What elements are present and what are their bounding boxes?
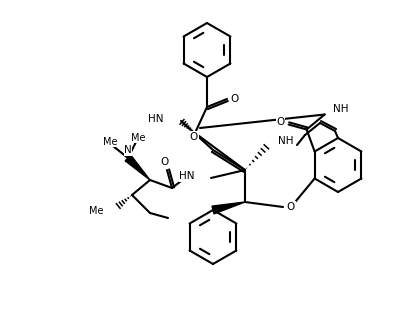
Text: HN: HN xyxy=(179,171,195,181)
Text: NH: NH xyxy=(332,105,347,114)
Polygon shape xyxy=(125,155,150,180)
Text: HN: HN xyxy=(148,114,164,124)
Text: NH: NH xyxy=(278,136,293,146)
Text: Me: Me xyxy=(130,133,145,143)
Text: O: O xyxy=(276,117,284,128)
Text: N: N xyxy=(124,145,132,155)
Polygon shape xyxy=(211,202,245,214)
Text: Me: Me xyxy=(103,137,117,147)
Text: O: O xyxy=(286,202,294,212)
Text: O: O xyxy=(160,157,169,167)
Text: Me: Me xyxy=(89,206,104,216)
Text: O: O xyxy=(189,132,198,142)
Text: O: O xyxy=(230,94,238,104)
